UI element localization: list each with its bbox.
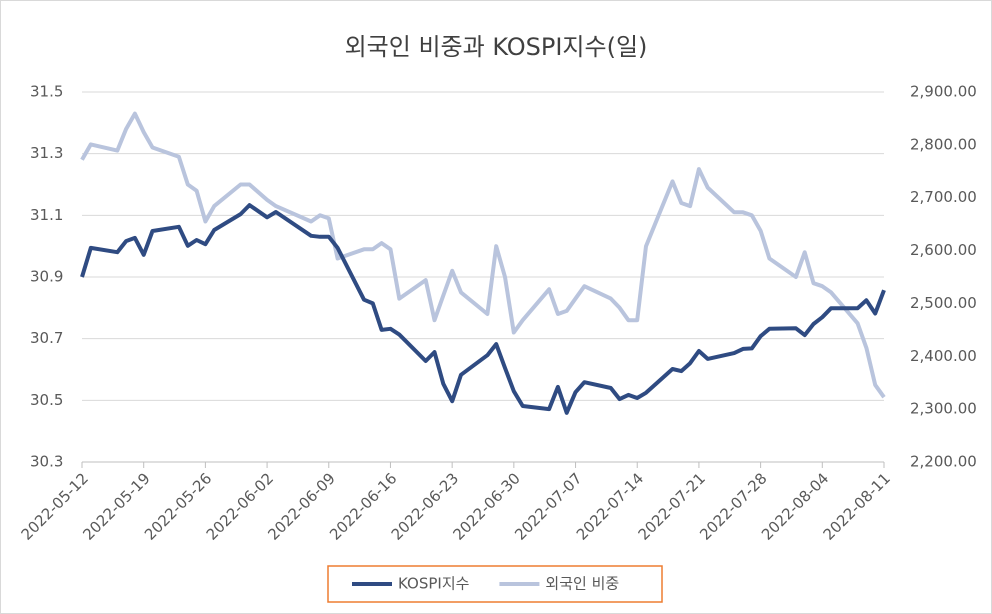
y-tick-label: 30.9 (30, 268, 63, 286)
y2-tick-label: 2,400.00 (910, 347, 977, 365)
y-tick-label: 30.7 (30, 329, 63, 347)
y2-tick-label: 2,600.00 (910, 241, 977, 259)
y2-tick-label: 2,200.00 (910, 453, 977, 471)
y-tick-label: 30.5 (30, 391, 63, 409)
y-tick-label: 31.1 (30, 206, 63, 224)
series-line (80, 203, 886, 415)
y-tick-label: 31.5 (30, 83, 63, 101)
legend-box (327, 565, 663, 603)
y2-tick-label: 2,800.00 (910, 135, 977, 153)
y2-tick-label: 2,500.00 (910, 294, 977, 312)
legend-label: KOSPI지수 (398, 575, 469, 593)
chart-title: 외국인 비중과 KOSPI지수(일) (345, 33, 648, 61)
legend-label: 외국인 비중 (545, 575, 619, 593)
y-tick-label: 31.3 (30, 144, 63, 162)
y2-tick-label: 2,700.00 (910, 188, 977, 206)
y-tick-label: 30.3 (30, 453, 63, 471)
y2-tick-label: 2,300.00 (910, 400, 977, 418)
series-line (80, 111, 886, 399)
y2-tick-label: 2,900.00 (910, 83, 977, 101)
